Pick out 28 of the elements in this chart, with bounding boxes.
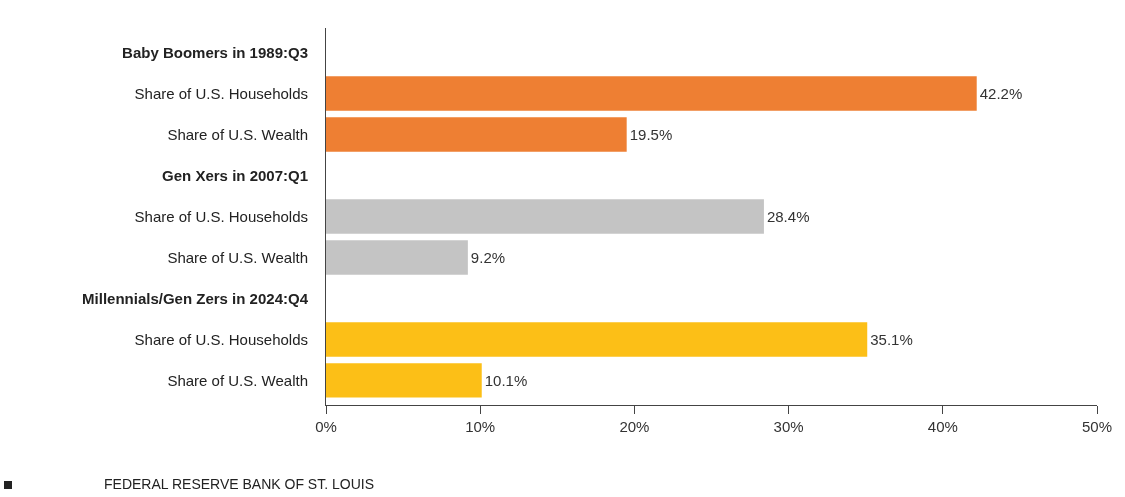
data-label: 9.2% (470, 248, 506, 266)
x-tick-label: 50% (1081, 418, 1113, 435)
y-tick-label: Baby Boomers in 1989:Q3 (122, 43, 308, 61)
y-tick-label: Share of U.S. Households (134, 84, 308, 102)
bar (326, 363, 482, 398)
x-tick-label: 30% (773, 418, 804, 435)
y-tick-label: Share of U.S. Households (134, 330, 308, 348)
text: FEDERAL RESERVE BANK OF ST. LOUIS (104, 476, 374, 492)
x-tick-label: 20% (619, 418, 650, 435)
x-tick-label: 10% (465, 418, 496, 435)
data-label: 10.1% (484, 371, 528, 389)
data-label: 19.5% (629, 126, 673, 144)
bar (326, 199, 764, 234)
x-tick-label: 40% (927, 418, 958, 435)
data-label: 35.1% (870, 330, 913, 348)
data-label: 28.4% (766, 208, 810, 225)
bar (326, 240, 468, 275)
y-tick-label: Gen Xers in 2007:Q1 (162, 166, 308, 184)
y-tick-label: Share of U.S. Wealth (167, 371, 308, 389)
y-tick-label: Share of U.S. Households (134, 207, 308, 225)
x-tick-label: 0% (315, 418, 337, 435)
bar (326, 322, 868, 357)
bar (326, 117, 627, 152)
y-tick-label: Share of U.S. Wealth (167, 125, 308, 143)
y-tick-label: Millennials/Gen Zers in 2024:Q4 (82, 289, 309, 307)
data-label: 42.2% (979, 85, 1023, 103)
bar (326, 76, 977, 111)
y-tick-label: Share of U.S. Wealth (167, 248, 308, 266)
